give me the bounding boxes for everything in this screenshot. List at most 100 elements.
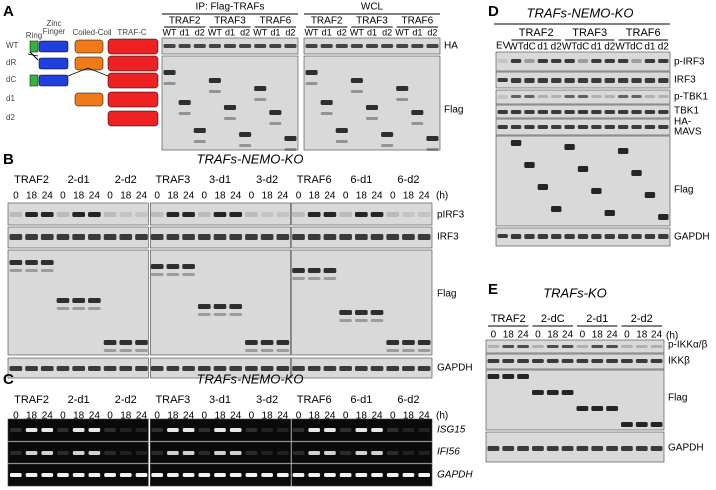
band	[276, 451, 289, 455]
band	[56, 234, 70, 240]
band	[193, 44, 206, 48]
band	[591, 234, 602, 239]
row-label: IRF3	[437, 232, 459, 243]
band	[57, 473, 69, 477]
band	[577, 78, 589, 83]
band	[239, 44, 252, 48]
band	[292, 473, 305, 477]
band	[502, 374, 515, 379]
band	[323, 277, 337, 280]
band	[396, 44, 409, 48]
band	[72, 234, 86, 240]
band	[25, 451, 38, 455]
band	[88, 234, 101, 240]
band	[510, 234, 522, 239]
band	[591, 188, 602, 194]
band	[223, 105, 237, 110]
band	[245, 234, 258, 240]
band	[88, 298, 101, 303]
band	[510, 140, 522, 146]
band	[606, 406, 618, 411]
lane-label: WT	[562, 42, 578, 53]
time-label: 18	[592, 330, 604, 341]
band	[229, 451, 242, 455]
band	[576, 446, 589, 451]
time-label: 24	[562, 330, 574, 341]
band	[537, 95, 549, 98]
band	[167, 451, 179, 455]
band	[245, 340, 258, 345]
band	[350, 90, 363, 93]
group-label: TRAF2	[14, 394, 49, 406]
band	[355, 428, 368, 432]
band	[644, 59, 656, 63]
band	[617, 148, 629, 154]
band	[502, 446, 515, 451]
domain-label: Coiled-Coil	[72, 28, 111, 37]
panel-title: TRAFs-NEMO-KO	[197, 151, 304, 166]
band	[631, 95, 642, 98]
construct-label: WT	[6, 41, 19, 50]
band	[151, 451, 164, 455]
band	[305, 44, 318, 48]
time-label: 18	[356, 411, 368, 422]
time-label: 24	[651, 330, 663, 341]
band	[631, 78, 642, 83]
band	[591, 125, 602, 129]
lane-label: WT	[163, 27, 177, 37]
time-label: 0	[107, 411, 113, 422]
band	[308, 451, 321, 455]
band	[9, 260, 23, 265]
band	[524, 162, 535, 168]
group-label: 6-d2	[397, 394, 419, 406]
band	[166, 366, 180, 371]
band	[339, 234, 352, 240]
group-label: TRAF2	[491, 313, 526, 325]
band	[658, 95, 669, 98]
band	[178, 100, 191, 105]
band	[497, 95, 508, 99]
band	[307, 366, 321, 371]
lane-label: WT	[253, 27, 267, 37]
band	[354, 212, 368, 217]
time-label: 24	[607, 330, 619, 341]
group-label: TRAF3	[572, 27, 607, 39]
time-label: 0	[390, 191, 396, 202]
time-label: 18	[309, 411, 321, 422]
band	[386, 212, 400, 217]
band	[604, 78, 615, 83]
time-label: 18	[262, 411, 274, 422]
time-label: 18	[26, 191, 38, 202]
band	[56, 307, 70, 310]
band	[650, 422, 663, 427]
group-label: TRAF3	[356, 16, 388, 27]
band	[72, 212, 86, 217]
band	[260, 349, 274, 352]
band	[150, 212, 164, 217]
band	[182, 212, 195, 217]
band	[167, 428, 179, 432]
time-label: 18	[120, 191, 132, 202]
band	[198, 428, 211, 432]
band	[254, 86, 267, 91]
time-label: 0	[343, 411, 349, 422]
time-label: 0	[249, 411, 255, 422]
band	[178, 112, 191, 115]
band	[135, 473, 148, 477]
band	[532, 390, 544, 395]
band	[269, 110, 282, 115]
band	[551, 95, 562, 98]
band	[104, 428, 116, 432]
time-label: 0	[154, 191, 160, 202]
lane-label: d2	[337, 27, 347, 37]
time-label: 18	[214, 411, 226, 422]
band	[644, 110, 656, 114]
band	[245, 473, 258, 477]
band	[371, 451, 383, 455]
band	[324, 451, 336, 455]
band	[631, 125, 642, 129]
band	[497, 125, 508, 129]
lane-label: WT	[305, 27, 319, 37]
row-label: pIRF3	[437, 210, 465, 221]
band	[276, 212, 290, 217]
